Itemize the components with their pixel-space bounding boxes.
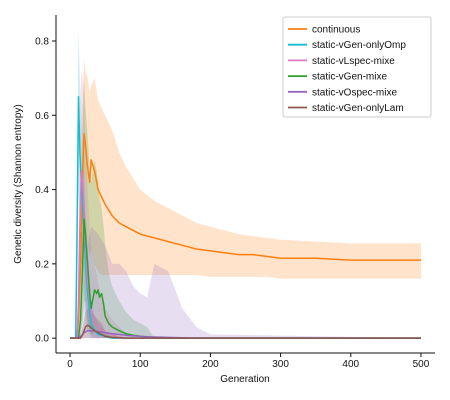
x-tick-label: 300 xyxy=(272,359,289,370)
plot-area xyxy=(70,29,421,339)
series-lines xyxy=(70,95,421,339)
legend-label-continuous: continuous xyxy=(312,25,360,36)
y-tick-label: 0.8 xyxy=(35,37,49,48)
legend-label-static-vgen-mixe: static-vGen-mixe xyxy=(312,72,387,83)
line-static-vgen-onlyomp xyxy=(70,95,421,339)
band-static-vgen-onlylam xyxy=(70,308,421,339)
legend-label-static-vlspec-mixe: static-vLspec-mixe xyxy=(312,56,395,67)
y-tick-label: 0.2 xyxy=(35,259,49,270)
x-tick-label: 400 xyxy=(342,359,359,370)
legend-label-static-vospec-mixe: static-vOspec-mixe xyxy=(312,87,397,98)
y-axis-label: Genetic diversity (Shannon entropy) xyxy=(13,104,24,264)
y-ticks: 0.0 0.2 0.4 0.6 0.8 xyxy=(35,37,56,345)
x-tick-label: 200 xyxy=(202,359,219,370)
y-tick-label: 0.0 xyxy=(35,334,49,345)
x-tick-label: 500 xyxy=(413,359,430,370)
line-continuous xyxy=(70,133,421,339)
band-static-vospec-mixe xyxy=(70,226,421,339)
line-static-vgen-mixe xyxy=(70,218,421,339)
x-ticks: 0 100 200 300 400 500 xyxy=(67,353,430,370)
x-axis-label: Generation xyxy=(220,374,269,385)
legend-label-static-vgen-onlylam: static-vGen-onlyLam xyxy=(312,103,404,114)
band-continuous xyxy=(70,59,421,339)
legend-frame xyxy=(282,16,432,118)
y-tick-label: 0.4 xyxy=(35,185,49,196)
y-tick-label: 0.6 xyxy=(35,111,49,122)
line-static-vgen-onlylam xyxy=(70,324,421,339)
legend: continuous static-vGen-onlyOmp static-vLsp… xyxy=(282,16,432,118)
legend-label-static-vgen-onlyomp: static-vGen-onlyOmp xyxy=(312,40,406,51)
x-tick-label: 100 xyxy=(132,359,149,370)
x-tick-label: 0 xyxy=(67,359,73,370)
